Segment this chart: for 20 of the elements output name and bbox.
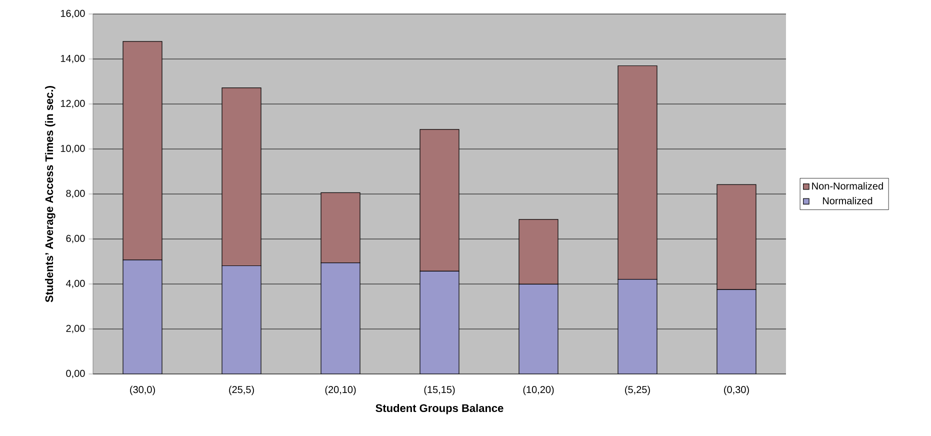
y-tick-label: 6,00 [66,234,85,244]
x-tick-label: (15,15) [424,386,455,396]
x-tick-label: (10,20) [523,386,554,396]
y-tick-label: 12,00 [60,100,85,108]
x-tick-label: (20,10) [325,386,356,396]
x-tick-label: (25,5) [229,386,254,396]
y-tick-label: 14,00 [60,54,85,64]
y-tick-label: 2,00 [66,324,85,334]
legend-label: Normalized [822,196,872,204]
x-tick-label: (30,0) [130,386,155,396]
y-tick-label: 4,00 [66,280,85,288]
y-tick-label: 16,00 [60,10,85,18]
y-axis-title: Students’ Average Access Times (in sec.) [45,86,56,302]
x-tick-label: (5,25) [625,386,650,396]
x-tick-label: (0,30) [724,386,749,396]
y-tick-label: 8,00 [66,190,85,198]
legend-label: Non-Normalized [812,182,883,190]
y-tick-label: 0,00 [66,370,85,378]
y-tick-label: 10,00 [60,144,85,154]
x-axis-title: Student Groups Balance [376,404,504,414]
